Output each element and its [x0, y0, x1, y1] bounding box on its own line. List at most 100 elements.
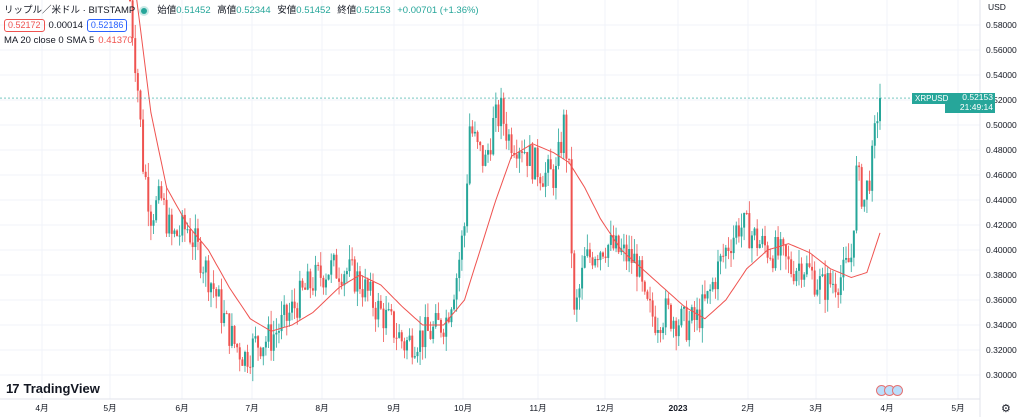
candle-body	[421, 330, 424, 348]
candle-body	[267, 324, 270, 342]
candle-body	[716, 261, 719, 290]
candle-body	[680, 308, 683, 326]
candle-body	[458, 259, 461, 279]
candle-body	[319, 265, 322, 278]
close-label: 終値	[337, 4, 357, 16]
price-tick-label: 0.56000	[986, 45, 1017, 55]
indicator-label[interactable]: MA 20 close 0 SMA 5	[4, 34, 95, 46]
candle-body	[142, 119, 145, 172]
candle-body	[774, 237, 777, 269]
candles-layer	[129, 0, 881, 382]
price-tick-label: 0.38000	[986, 270, 1017, 280]
candle-body	[693, 307, 696, 320]
candle-body	[487, 150, 490, 155]
candle-body	[635, 253, 638, 277]
candle-body	[531, 144, 534, 180]
candle-body	[779, 239, 782, 256]
time-tick-label: 9月	[387, 403, 400, 413]
candle-body	[643, 281, 646, 292]
ask-price[interactable]: 0.52186	[86, 19, 128, 32]
candle-body	[792, 274, 795, 282]
candle-body	[484, 154, 487, 166]
candle-body	[628, 248, 631, 262]
candle-body	[562, 114, 565, 154]
price-tick-label: 0.30000	[986, 370, 1017, 380]
candle-body	[390, 309, 393, 312]
last-price-value: 0.52153	[962, 92, 993, 102]
price-tick-label: 0.54000	[986, 70, 1017, 80]
candle-body	[134, 38, 137, 74]
candle-body	[453, 299, 456, 310]
candle-body	[170, 214, 173, 234]
event-markers[interactable]	[876, 385, 903, 396]
candle-body	[251, 338, 254, 368]
time-tick-label: 5月	[103, 403, 116, 413]
candle-body	[677, 325, 680, 337]
candle-body	[366, 279, 369, 291]
low-value: 0.51452	[296, 4, 331, 16]
currency-label[interactable]: USD	[988, 2, 1006, 12]
low-label: 安値	[277, 4, 297, 16]
candle-body	[181, 214, 184, 236]
candle-body	[743, 213, 746, 228]
candle-body	[283, 304, 286, 315]
candle-body	[609, 234, 612, 245]
candle-body	[737, 225, 740, 237]
candle-body	[500, 98, 503, 127]
candle-body	[345, 271, 348, 275]
candle-body	[601, 252, 604, 257]
candle-body	[272, 334, 275, 351]
settings-gear-icon[interactable]: ⚙	[1001, 403, 1011, 415]
candle-body	[607, 244, 610, 258]
candle-body	[139, 90, 142, 120]
candle-body	[816, 289, 819, 295]
candle-body	[424, 317, 427, 348]
time-tick-label: 4月	[880, 403, 893, 413]
candle-body	[243, 351, 246, 366]
symbol-title[interactable]: リップル／米ドル · BITSTAMP	[4, 4, 136, 16]
candle-body	[625, 244, 628, 262]
change-value: +0.00701 (+1.36%)	[397, 4, 479, 16]
candle-body	[157, 186, 160, 201]
bid-price[interactable]: 0.52172	[4, 19, 45, 32]
candle-body	[599, 252, 602, 261]
candle-body	[638, 260, 641, 277]
candle-body	[688, 320, 691, 341]
candle-body	[536, 147, 539, 178]
candle-body	[160, 186, 163, 199]
candle-body	[191, 242, 194, 248]
candle-body	[419, 330, 422, 352]
candle-body	[724, 247, 727, 257]
time-tick-label: 12月	[596, 403, 614, 413]
candle-body	[826, 273, 829, 300]
candle-body	[358, 271, 361, 290]
tradingview-logo[interactable]: 17 TradingView	[6, 381, 100, 396]
time-tick-label: 8月	[315, 403, 328, 413]
candle-body	[374, 307, 377, 320]
candle-body	[471, 126, 474, 134]
price-tick-label: 0.32000	[986, 345, 1017, 355]
candle-body	[855, 165, 858, 231]
chart-legend: リップル／米ドル · BITSTAMP 始値0.51452 高値0.52344 …	[4, 3, 483, 48]
candle-body	[489, 150, 492, 155]
candle-body	[492, 117, 495, 155]
candle-body	[280, 314, 283, 332]
candle-body	[322, 277, 325, 288]
candle-body	[309, 271, 312, 289]
candle-body	[275, 332, 278, 335]
candle-body	[591, 257, 594, 266]
candle-body	[481, 145, 484, 166]
candle-body	[288, 312, 291, 321]
candle-body	[829, 273, 832, 285]
price-tick-label: 0.40000	[986, 245, 1017, 255]
candle-body	[476, 131, 479, 143]
candle-body	[129, 0, 131, 1]
candle-body	[356, 271, 359, 292]
candle-body	[165, 199, 168, 234]
candle-body	[463, 226, 466, 236]
candle-body	[633, 253, 636, 263]
candle-body	[672, 320, 675, 329]
candle-body	[497, 104, 500, 127]
candle-body	[808, 263, 811, 267]
